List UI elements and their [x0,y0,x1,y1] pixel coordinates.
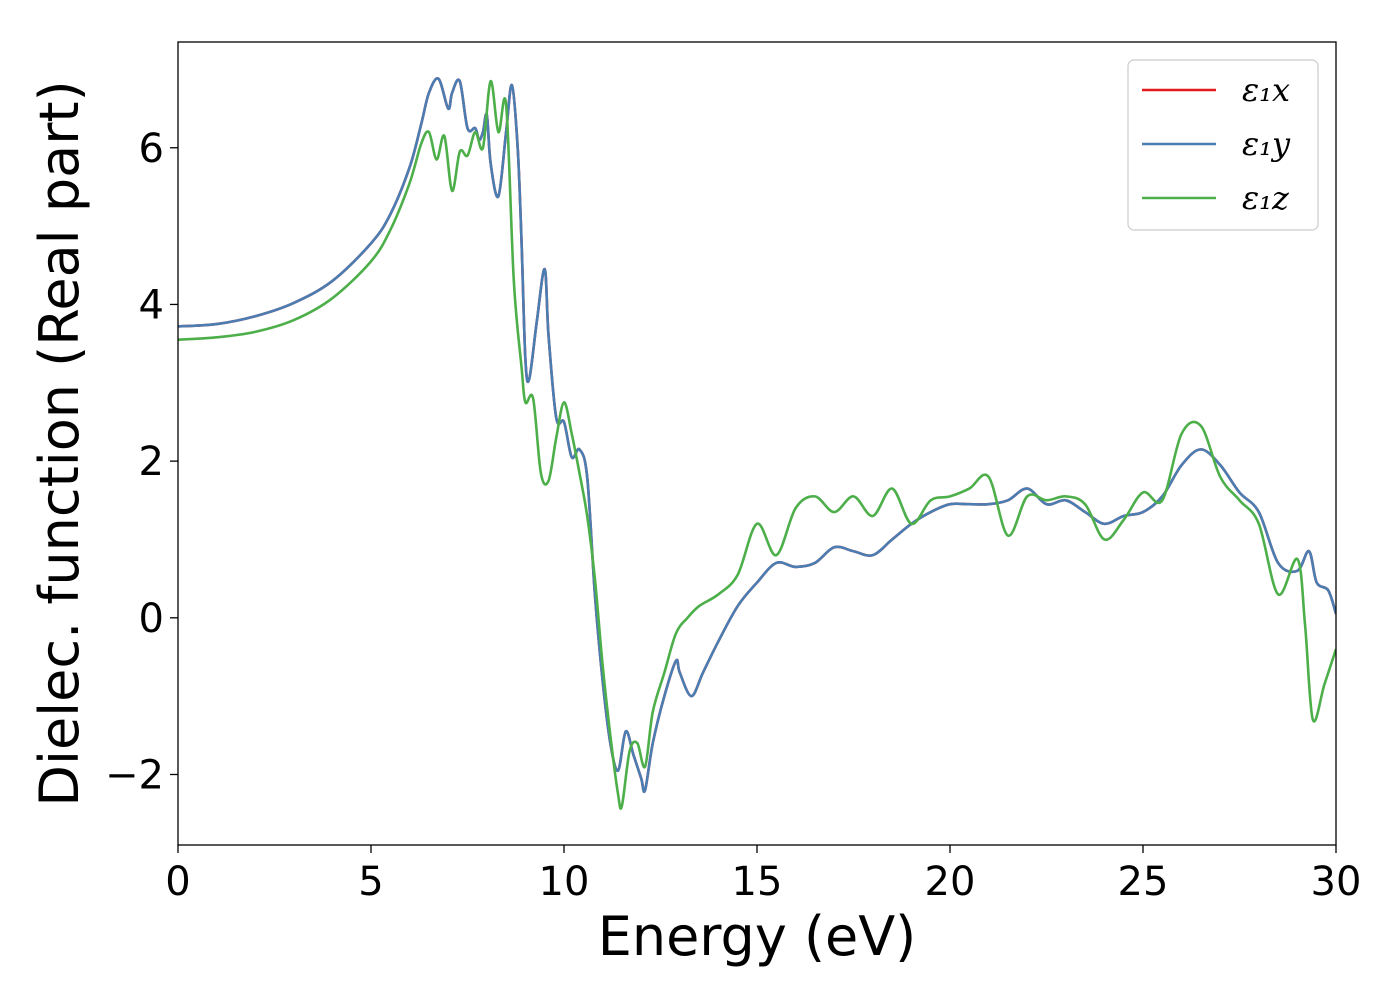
y-tick-label: −2 [105,752,164,798]
x-tick-label: 10 [539,859,590,905]
y-tick-label: 6 [139,126,164,172]
legend-box [1127,59,1319,231]
x-tick-label: 20 [925,859,976,905]
series-layer [178,77,1336,810]
legend-label: ε₁z [1242,179,1290,217]
x-tick-label: 0 [165,859,190,905]
legend: ε₁x ε₁y ε₁z [1127,59,1319,231]
x-tick-label: 15 [732,859,783,905]
y-tick-label: 0 [139,596,164,642]
series-line-3 [178,79,1336,810]
y-axis: −2 0 2 4 6 [105,126,178,798]
y-tick-label: 2 [139,439,164,485]
x-axis: 0 5 10 15 20 25 30 [165,845,1361,905]
x-tick-label: 30 [1311,859,1362,905]
x-axis-title: Energy (eV) [598,905,917,968]
x-tick-label: 25 [1118,859,1169,905]
legend-label: ε₁y [1242,125,1291,163]
y-axis-title: Dielec. function (Real part) [28,80,91,806]
y-tick-label: 4 [139,282,164,328]
legend-label: ε₁x [1242,71,1290,109]
series-line-2 [178,77,1336,793]
x-tick-label: 5 [358,859,383,905]
